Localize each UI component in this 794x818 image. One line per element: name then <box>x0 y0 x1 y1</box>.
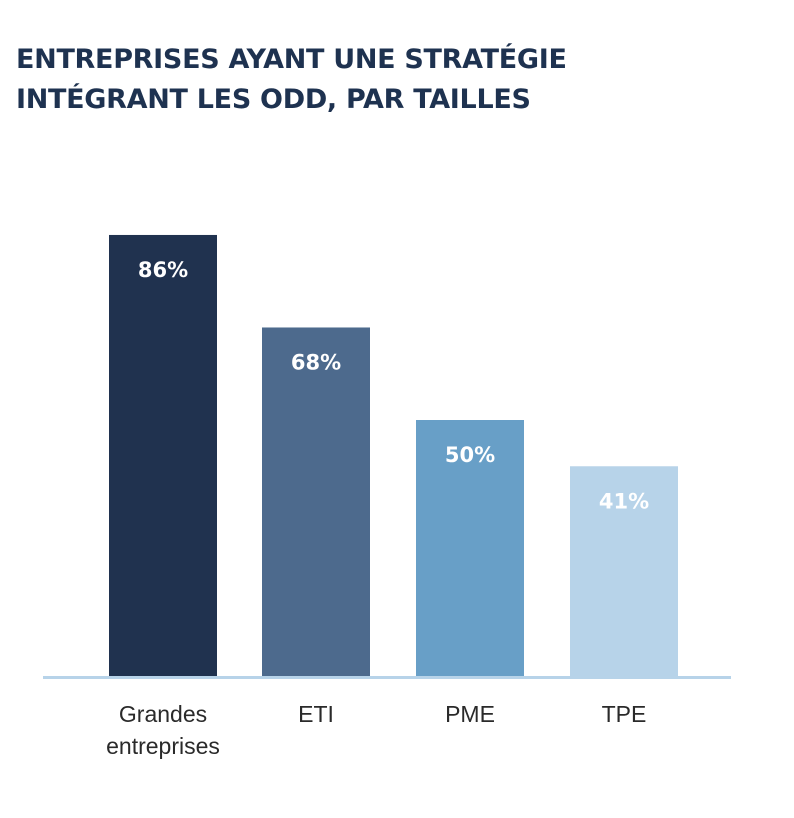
x-axis-baseline <box>43 676 731 679</box>
bar-0 <box>109 234 217 677</box>
bar-value-label-2: 50% <box>445 443 495 467</box>
bar-1 <box>262 327 370 677</box>
category-label-1: ETI <box>298 701 334 727</box>
bar-value-label-1: 68% <box>291 350 341 374</box>
bar-value-label-0: 86% <box>138 258 188 282</box>
category-label-2: PME <box>445 701 495 727</box>
bar-3 <box>570 466 678 677</box>
bar-value-label-3: 41% <box>599 489 649 513</box>
bar-2 <box>416 420 524 677</box>
chart-title: ENTREPRISES AYANT UNE STRATÉGIE INTÉGRAN… <box>16 40 716 120</box>
category-label-3: TPE <box>602 701 647 727</box>
chart-title-line-2: INTÉGRANT LES ODD, PAR TAILLES <box>16 84 531 115</box>
category-label-0: Grandes <box>119 701 207 727</box>
category-label-0-line-1: entreprises <box>106 733 220 759</box>
chart-title-line-1: ENTREPRISES AYANT UNE STRATÉGIE <box>16 44 567 75</box>
